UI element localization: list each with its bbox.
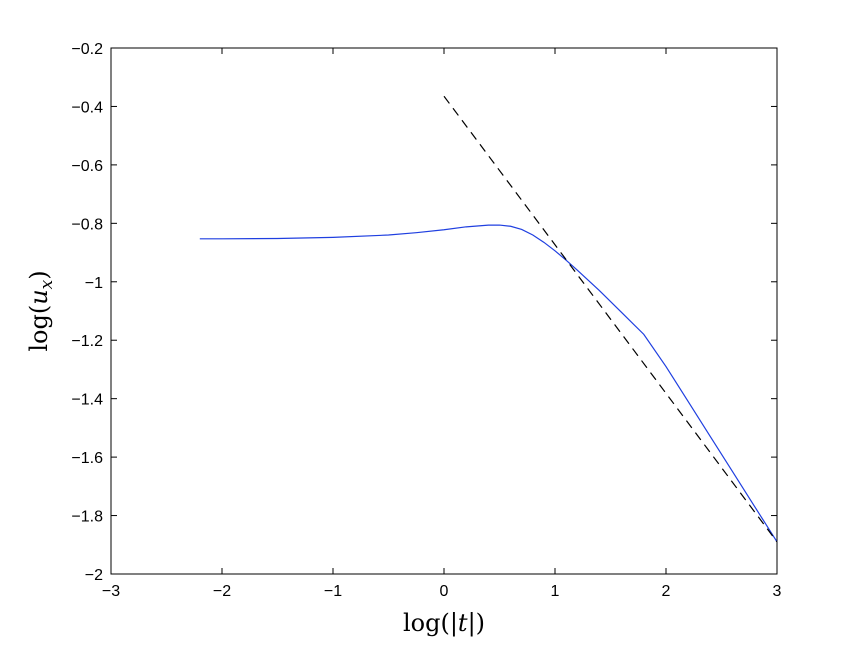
y-tick-label: −1.6: [71, 450, 103, 467]
y-tick-label: −0.8: [71, 216, 103, 233]
y-axis-label: log(ux): [25, 270, 57, 351]
plot-box: [110, 47, 778, 575]
x-tick-label: −1: [324, 583, 342, 600]
x-tick-label: 2: [662, 583, 671, 600]
y-axis-label-open: (: [25, 305, 53, 314]
y-axis-label-sub: x: [37, 279, 57, 289]
y-axis-label-close: ): [25, 270, 53, 279]
x-axis-label-close: |): [468, 609, 485, 638]
y-axis-label-var: u: [25, 289, 53, 304]
x-tick-label: −2: [213, 583, 231, 600]
y-tick-label: −0.6: [71, 158, 103, 175]
y-tick-label: −1: [85, 275, 103, 292]
series-layer: [199, 95, 778, 543]
x-tick-label: −3: [102, 583, 120, 600]
plot-area: [110, 47, 778, 575]
solid-series-line: [199, 224, 778, 543]
x-axis-label: log(|t|): [403, 609, 485, 638]
x-axis-label-fn: log: [403, 609, 441, 637]
x-tick-label: 3: [773, 583, 782, 600]
y-tick-label: −1.4: [71, 392, 103, 409]
y-tick-label: −0.2: [71, 41, 103, 58]
y-tick-label: −0.4: [71, 99, 103, 116]
y-axis-label-fn: log: [25, 314, 53, 352]
tick-labels-layer: −3 −2 −1 0 1 2 3−2−1.8−1.6−1.4−1.2−1−0.8−0.6−0…: [71, 41, 781, 600]
x-axis-label-var: t: [458, 609, 468, 637]
x-axis-label-open: (|: [440, 609, 457, 638]
dashed-asymptote-line: [443, 95, 778, 543]
x-tick-label: 0: [440, 583, 449, 600]
y-tick-label: −1.2: [71, 333, 103, 350]
ticks-layer: [110, 47, 778, 575]
y-tick-label: −1.8: [71, 509, 103, 526]
x-tick-label: 1: [551, 583, 560, 600]
y-tick-label: −2: [85, 567, 103, 584]
